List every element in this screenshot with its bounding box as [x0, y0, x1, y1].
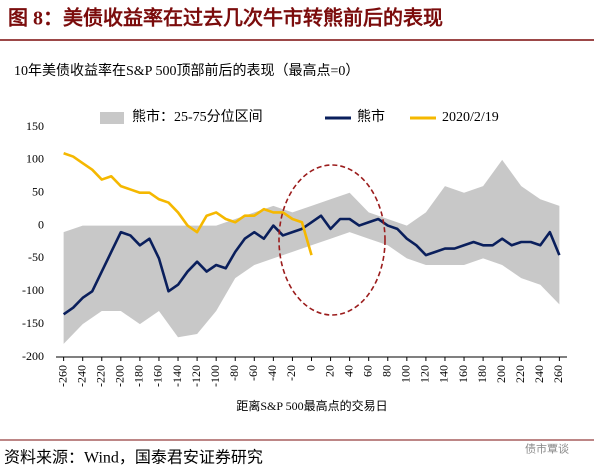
- source: 资料来源：Wind，国泰君安证券研究: [4, 449, 263, 467]
- x-tick-label: 20: [322, 365, 336, 377]
- y-tick-label: -50: [28, 250, 44, 264]
- x-tick-label: -140: [170, 365, 184, 387]
- x-tick-label: -60: [246, 365, 260, 381]
- series-line: [63, 152, 313, 256]
- watermark: 债市覃谈: [525, 442, 569, 456]
- x-tick-label: 200: [494, 365, 508, 383]
- y-tick-label: 100: [26, 152, 44, 166]
- x-tick-label: 140: [437, 365, 451, 383]
- y-tick-label: 0: [38, 217, 44, 231]
- x-tick-label: 40: [341, 365, 355, 377]
- x-tick-label: -160: [151, 365, 165, 387]
- y-tick-label: 150: [26, 119, 44, 133]
- x-tick-label: 180: [475, 365, 489, 383]
- x-tick-label: 120: [418, 365, 432, 383]
- x-tick-label: 80: [380, 365, 394, 377]
- x-tick-label: -260: [55, 365, 69, 387]
- x-tick-label: -40: [265, 365, 279, 381]
- x-tick-label: -120: [189, 365, 203, 387]
- x-tick-label: -240: [74, 365, 88, 387]
- x-tick-label: -80: [227, 365, 241, 381]
- x-tick-label: 220: [513, 365, 527, 383]
- x-tick-label: 60: [360, 365, 374, 377]
- y-tick-label: 50: [32, 184, 44, 198]
- legend-label: 熊市: [357, 108, 385, 125]
- band-area: [63, 159, 560, 344]
- x-tick-label: -20: [284, 365, 298, 381]
- legend-swatch: [100, 112, 124, 124]
- x-tick-label: 160: [456, 365, 470, 383]
- chart-title: 图 8：美债收益率在过去几次牛市转熊前后的表现: [8, 6, 443, 30]
- y-tick-label: -150: [22, 316, 44, 330]
- x-tick-label: -100: [208, 365, 222, 387]
- y-tick-label: -200: [22, 349, 44, 363]
- series-line: [62, 214, 561, 316]
- y-tick-label: -100: [22, 283, 44, 297]
- x-tick-label: -220: [94, 365, 108, 387]
- x-tick-label: 0: [303, 365, 317, 371]
- x-tick-label: -200: [113, 365, 127, 387]
- subtitle: 10年美债收益率在S&P 500顶部前后的表现（最高点=0）: [14, 62, 359, 79]
- x-axis-label: 距离S&P 500最高点的交易日: [236, 398, 387, 413]
- legend-label: 2020/2/19: [442, 110, 499, 125]
- x-tick-label: 240: [532, 365, 546, 383]
- highlight-ellipse: [278, 164, 386, 316]
- x-tick-label: -180: [132, 365, 146, 387]
- x-tick-label: 260: [551, 365, 565, 383]
- x-tick-label: 100: [399, 365, 413, 383]
- legend-label: 熊市：25-75分位区间: [132, 108, 263, 125]
